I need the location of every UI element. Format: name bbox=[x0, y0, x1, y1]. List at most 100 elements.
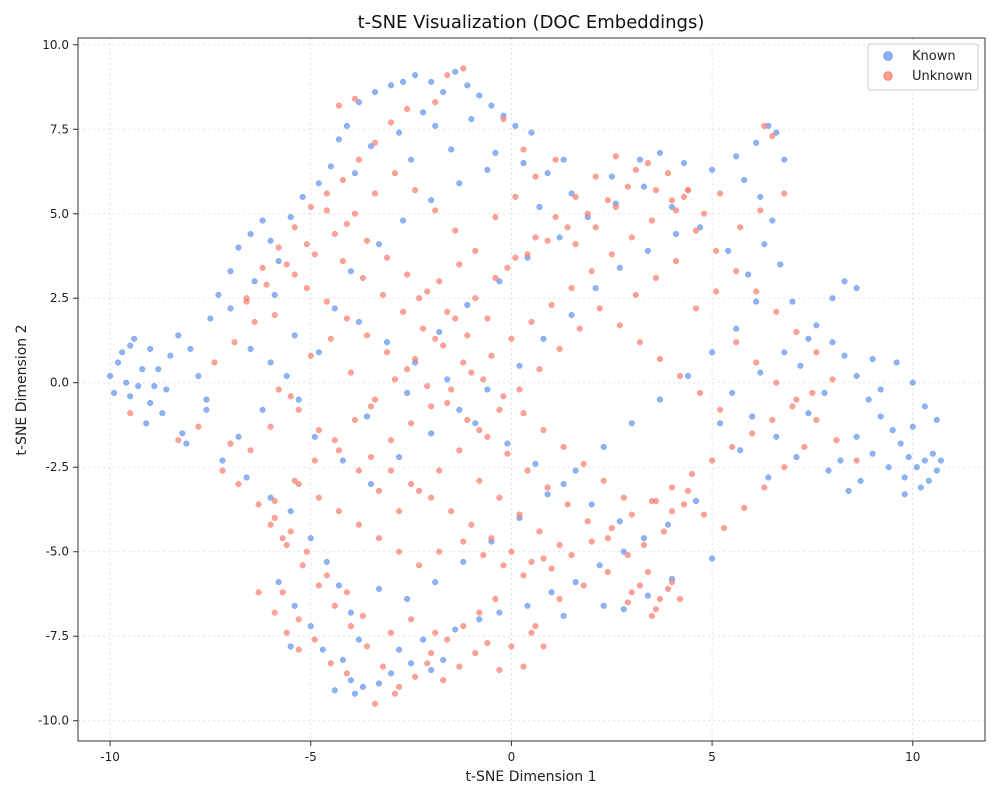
point-unknown bbox=[729, 443, 736, 451]
point-known bbox=[139, 366, 146, 373]
point-unknown bbox=[323, 298, 330, 305]
point-unknown bbox=[383, 254, 391, 261]
point-known bbox=[733, 325, 740, 332]
point-unknown bbox=[436, 548, 443, 555]
point-unknown bbox=[596, 305, 603, 312]
point-known bbox=[275, 258, 282, 265]
point-unknown bbox=[400, 308, 407, 315]
point-unknown bbox=[492, 595, 499, 603]
point-unknown bbox=[757, 207, 764, 214]
point-known bbox=[331, 305, 338, 312]
point-unknown bbox=[359, 274, 366, 282]
point-unknown bbox=[548, 565, 555, 572]
point-unknown bbox=[516, 386, 523, 393]
point-known bbox=[163, 386, 170, 393]
point-unknown bbox=[552, 214, 559, 221]
point-unknown bbox=[564, 224, 571, 231]
point-known bbox=[885, 464, 892, 471]
point-unknown bbox=[769, 132, 776, 140]
point-unknown bbox=[520, 572, 527, 579]
point-unknown bbox=[476, 427, 483, 434]
point-known bbox=[697, 224, 704, 231]
point-unknown bbox=[295, 646, 302, 653]
point-unknown bbox=[769, 416, 776, 423]
point-known bbox=[937, 457, 944, 464]
point-unknown bbox=[424, 288, 431, 295]
point-unknown bbox=[672, 258, 680, 265]
point-known bbox=[668, 203, 676, 211]
point-known bbox=[420, 636, 427, 643]
point-unknown bbox=[444, 636, 451, 643]
point-unknown bbox=[127, 410, 134, 417]
point-known bbox=[929, 450, 936, 457]
point-unknown bbox=[624, 599, 631, 606]
point-known bbox=[347, 268, 354, 275]
point-known bbox=[488, 102, 495, 109]
point-known bbox=[396, 646, 403, 653]
point-unknown bbox=[303, 285, 310, 292]
point-known bbox=[319, 646, 326, 653]
point-unknown bbox=[404, 271, 411, 278]
point-unknown bbox=[564, 501, 571, 508]
point-known bbox=[476, 616, 483, 623]
point-known bbox=[745, 271, 752, 278]
point-unknown bbox=[291, 477, 298, 484]
point-known bbox=[797, 362, 804, 369]
point-unknown bbox=[749, 430, 756, 437]
point-known bbox=[456, 180, 463, 187]
point-known bbox=[404, 389, 411, 396]
point-unknown bbox=[391, 170, 399, 177]
point-unknown bbox=[793, 396, 800, 403]
point-unknown bbox=[652, 497, 659, 505]
point-unknown bbox=[387, 119, 395, 126]
point-unknown bbox=[271, 609, 278, 616]
series-unknown bbox=[127, 65, 860, 707]
point-unknown bbox=[528, 318, 535, 325]
point-unknown bbox=[588, 268, 595, 275]
x-tick-label: 5 bbox=[708, 750, 716, 764]
point-unknown bbox=[367, 454, 375, 461]
point-known bbox=[753, 139, 760, 146]
point-known bbox=[761, 241, 768, 248]
point-unknown bbox=[416, 562, 423, 569]
point-known bbox=[592, 285, 599, 292]
point-unknown bbox=[684, 487, 692, 494]
point-unknown bbox=[432, 99, 439, 106]
point-known bbox=[143, 420, 150, 427]
point-known bbox=[460, 558, 467, 565]
point-known bbox=[327, 163, 334, 170]
point-known bbox=[367, 481, 375, 488]
point-known bbox=[841, 278, 848, 285]
point-unknown bbox=[335, 447, 342, 454]
point-unknown bbox=[432, 629, 439, 636]
point-known bbox=[195, 372, 202, 380]
point-unknown bbox=[664, 585, 672, 592]
point-unknown bbox=[813, 416, 820, 423]
point-known bbox=[684, 372, 692, 380]
point-known bbox=[596, 562, 603, 569]
point-unknown bbox=[476, 477, 483, 484]
point-known bbox=[492, 149, 499, 156]
y-tick-label: 5.0 bbox=[50, 207, 69, 221]
point-unknown bbox=[331, 437, 338, 444]
point-known bbox=[504, 440, 511, 447]
point-unknown bbox=[508, 548, 515, 555]
point-known bbox=[432, 122, 439, 129]
point-known bbox=[207, 315, 214, 322]
point-unknown bbox=[444, 308, 451, 315]
point-unknown bbox=[520, 410, 527, 417]
point-known bbox=[532, 460, 539, 467]
point-unknown bbox=[271, 497, 278, 505]
point-unknown bbox=[524, 251, 531, 258]
point-unknown bbox=[492, 214, 499, 221]
point-unknown bbox=[608, 525, 615, 532]
point-unknown bbox=[648, 217, 655, 224]
point-unknown bbox=[444, 399, 451, 407]
point-known bbox=[556, 234, 563, 241]
point-known bbox=[620, 606, 627, 613]
point-unknown bbox=[496, 406, 503, 413]
point-known bbox=[472, 420, 479, 427]
x-tick-label: -5 bbox=[305, 750, 317, 764]
point-unknown bbox=[271, 514, 278, 521]
point-unknown bbox=[709, 457, 716, 464]
